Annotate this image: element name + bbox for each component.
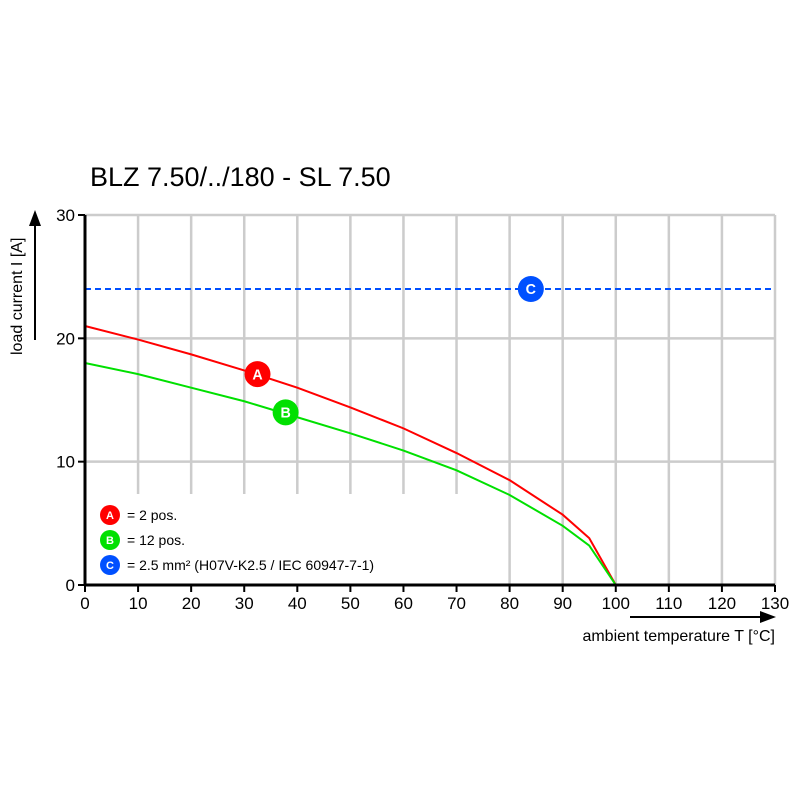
x-axis-label: ambient temperature T [°C] bbox=[582, 628, 775, 645]
x-tick-label: 50 bbox=[341, 594, 360, 613]
x-tick-label: 80 bbox=[500, 594, 519, 613]
x-tick-label: 10 bbox=[129, 594, 148, 613]
marker-B-badge bbox=[272, 399, 299, 426]
x-tick-label: 30 bbox=[235, 594, 254, 613]
grid bbox=[85, 213, 777, 585]
x-tick-label: 60 bbox=[394, 594, 413, 613]
legend-entry-text: = 2 pos. bbox=[127, 507, 177, 523]
y-tick-label: 20 bbox=[56, 329, 75, 348]
legend: A = 2 pos. B = 12 pos. C = 2.5 mm² (H07V-K2.5… bbox=[100, 505, 374, 575]
y-axis-arrowhead bbox=[29, 210, 41, 226]
x-tick-label: 20 bbox=[182, 594, 201, 613]
y-tick-label: 30 bbox=[56, 206, 75, 225]
marker-B-label: B bbox=[106, 535, 114, 547]
series-group: A B C bbox=[84, 276, 775, 586]
marker-C-label: C bbox=[106, 560, 114, 572]
series-line-A bbox=[84, 325, 617, 586]
x-tick-label: 130 bbox=[761, 594, 789, 613]
x-tick-label: 40 bbox=[288, 594, 307, 613]
x-tick-label: 70 bbox=[447, 594, 466, 613]
axes: 0 10 20 30 40 50 60 70 80 90 100 110 120 130 0 10 20 30 bbox=[29, 206, 789, 623]
x-tick-label: 0 bbox=[80, 594, 89, 613]
chart-title: BLZ 7.50/../180 - SL 7.50 bbox=[90, 162, 391, 192]
legend-entry-text: = 2.5 mm² (H07V-K2.5 / IEC 60947-7-1) bbox=[127, 557, 374, 573]
legend-entry-text: = 12 pos. bbox=[127, 532, 185, 548]
marker-A-badge bbox=[244, 361, 271, 388]
x-tick-label: 110 bbox=[655, 594, 682, 613]
marker-B-badge bbox=[100, 530, 120, 550]
x-tick-label: 90 bbox=[553, 594, 572, 613]
marker-A-badge bbox=[100, 505, 120, 525]
x-tick-label: 100 bbox=[602, 594, 630, 613]
marker-B-label: B bbox=[280, 406, 290, 422]
x-tick-label: 120 bbox=[708, 594, 736, 613]
x-axis-arrowhead bbox=[760, 611, 776, 623]
marker-C-badge bbox=[517, 276, 544, 302]
marker-A-label: A bbox=[106, 510, 114, 522]
marker-C-label: C bbox=[526, 282, 536, 298]
series-line-B bbox=[84, 362, 617, 586]
y-axis-label: load current I [A] bbox=[9, 238, 26, 355]
y-tick-label: 0 bbox=[66, 576, 75, 595]
marker-C-badge bbox=[100, 555, 120, 575]
marker-A-label: A bbox=[252, 367, 262, 383]
y-tick-label: 10 bbox=[56, 453, 75, 472]
